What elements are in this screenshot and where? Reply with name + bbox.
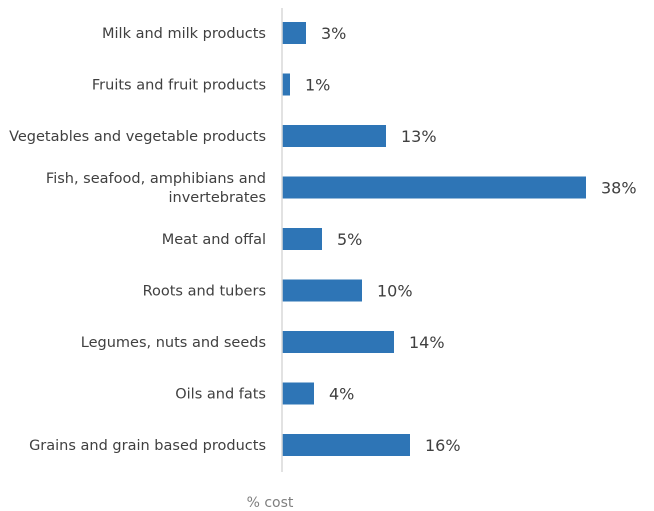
category-label: Legumes, nuts and seeds (81, 335, 266, 351)
bar (282, 176, 586, 199)
category-label: Milk and milk products (102, 26, 266, 42)
x-axis-title: % cost (247, 495, 294, 511)
category-label: Vegetables and vegetable products (9, 129, 266, 145)
bar (282, 73, 290, 96)
bar-value-label: 10% (377, 282, 413, 301)
bar (282, 434, 410, 456)
bar-value-label: 14% (409, 333, 445, 352)
value-labels-group: 3% 1% 13% 38% 5% 10% 14% 4% 16% (305, 24, 637, 455)
bar-value-label: 5% (337, 230, 362, 249)
bar-value-label: 16% (425, 436, 461, 455)
bar-value-label: 4% (329, 385, 354, 404)
category-label: Meat and offal (162, 232, 266, 248)
category-label: Fish, seafood, amphibians and invertebrat… (46, 171, 266, 206)
category-label: Oils and fats (175, 387, 266, 403)
bar-value-label: 13% (401, 127, 437, 146)
bar (282, 22, 306, 44)
bar (282, 125, 386, 147)
bar (282, 331, 394, 353)
bars-group (282, 22, 586, 456)
bar (282, 228, 322, 250)
category-label: Fruits and fruit products (92, 78, 266, 94)
category-label: Roots and tubers (143, 284, 266, 300)
bar (282, 382, 314, 405)
bar-value-label: 3% (321, 24, 346, 43)
bar-value-label: 1% (305, 76, 330, 95)
bar-value-label: 38% (601, 179, 637, 198)
bar (282, 279, 362, 302)
category-label: Grains and grain based products (29, 438, 266, 454)
category-labels-group: Milk and milk products Fruits and fruit p… (9, 26, 266, 454)
